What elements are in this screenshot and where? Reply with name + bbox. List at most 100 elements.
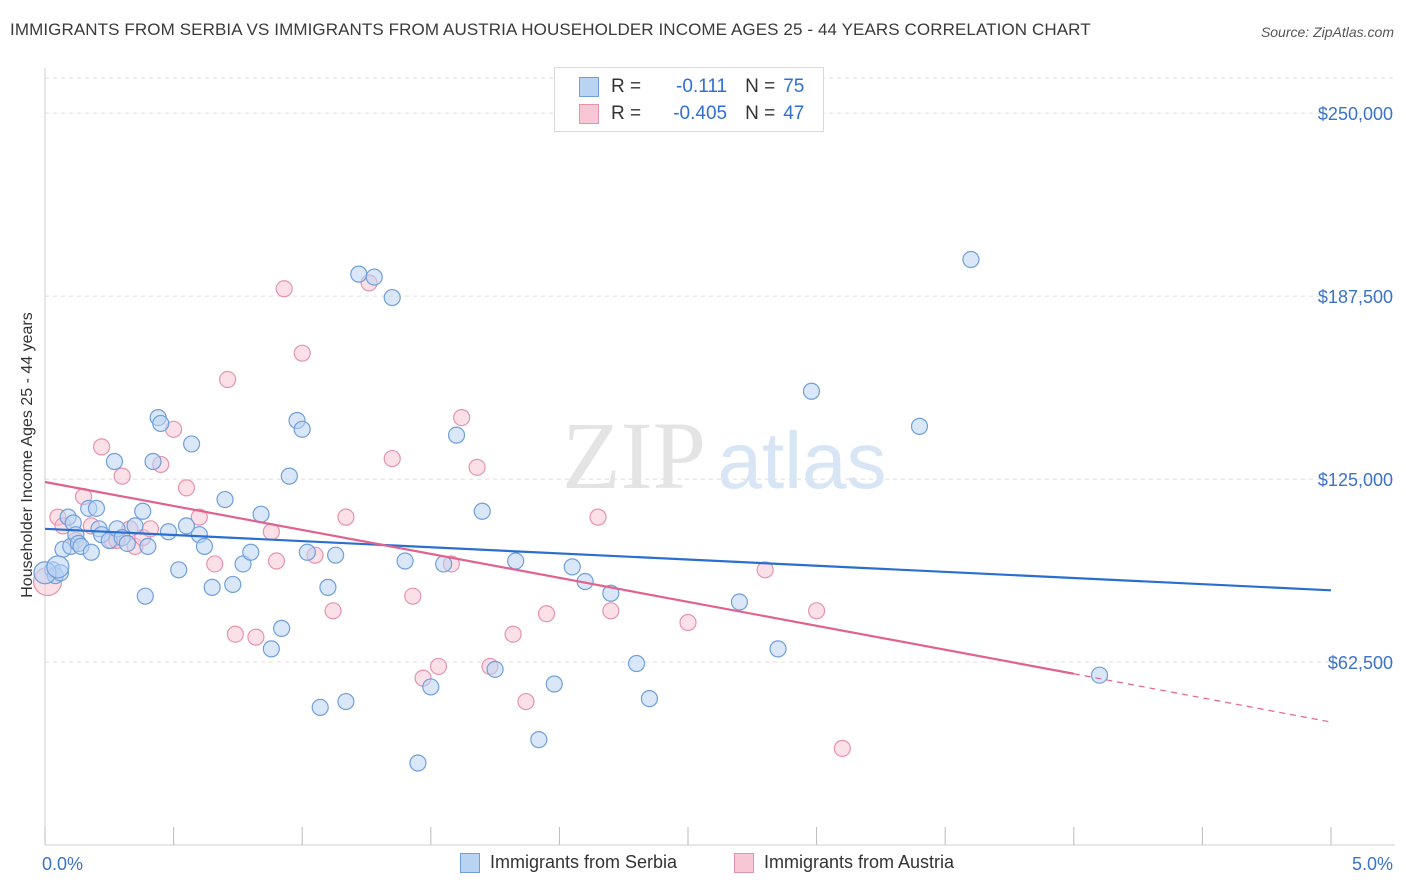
- serbia-point: [640, 690, 659, 708]
- austria-point: [247, 628, 265, 646]
- legend-swatch-serbia: [579, 77, 599, 97]
- serbia-point: [126, 517, 144, 535]
- legend-item-serbia: Immigrants from Serbia: [460, 852, 677, 873]
- serbia-point: [1090, 666, 1109, 684]
- legend-n-value: 75: [783, 76, 805, 97]
- axes: [44, 68, 1395, 846]
- serbia-point: [409, 754, 427, 772]
- serbia-point: [769, 640, 787, 658]
- serbia-point: [563, 558, 581, 576]
- austria-point: [679, 613, 697, 632]
- austria-point: [190, 508, 208, 526]
- legend-r-label: R =: [611, 103, 642, 124]
- serbia-point: [273, 619, 291, 637]
- austria-point: [177, 479, 196, 497]
- legend-n-value: 47: [783, 103, 805, 124]
- legend-swatch-serbia: [460, 852, 480, 873]
- serbia-point: [136, 587, 154, 605]
- serbia-point: [152, 414, 170, 433]
- austria-point: [453, 408, 471, 427]
- watermark-atlas: atlas: [718, 416, 887, 505]
- austria-point: [404, 587, 422, 605]
- serbia-point: [730, 593, 749, 611]
- y-tick-label: $125,000: [1318, 470, 1393, 490]
- serbia-point: [910, 417, 929, 435]
- source-label: Source: ZipAtlas.com: [1260, 24, 1394, 40]
- austria-point: [92, 438, 111, 456]
- serbia-point: [183, 435, 201, 453]
- austria-point: [468, 458, 486, 476]
- y-tick-label: $62,500: [1328, 653, 1393, 673]
- legend-swatch-austria: [734, 852, 754, 873]
- serbia-point: [545, 675, 563, 693]
- austria-point: [337, 508, 355, 526]
- legend-n-label: N =: [745, 76, 776, 97]
- watermark-zip: ZIP: [562, 402, 706, 509]
- serbia-point: [962, 250, 980, 269]
- serbia-point: [82, 543, 100, 561]
- legend-swatch-austria: [579, 104, 599, 124]
- serbia-point: [293, 420, 311, 438]
- serbia-point: [280, 467, 298, 485]
- y-tick-label: $187,500: [1318, 287, 1393, 307]
- x-tick-label: 0.0%: [42, 854, 83, 874]
- serbia-point: [139, 537, 157, 555]
- serbia-point: [87, 499, 106, 517]
- legend-n-label: N =: [745, 103, 776, 124]
- austria-point: [275, 280, 293, 298]
- austria-point: [206, 555, 224, 573]
- serbia-point: [530, 731, 548, 749]
- austria-point: [504, 625, 522, 643]
- serbia-point: [46, 555, 70, 579]
- serbia-point: [486, 660, 504, 678]
- serbia-point: [473, 502, 491, 520]
- serbia-point: [627, 654, 646, 673]
- austria-point: [429, 657, 448, 676]
- serbia-point: [203, 578, 221, 596]
- serbia-point: [144, 452, 162, 471]
- serbia-point: [224, 575, 242, 594]
- austria-point: [113, 467, 131, 485]
- tick-labels: $62,500 $125,000 $187,500 $250,000 0.0% 5.0%: [42, 104, 1393, 874]
- trend-lines: [44, 480, 1332, 723]
- serbia-point: [350, 265, 368, 283]
- serbia-point: [507, 552, 525, 570]
- correlation-legend: R = -0.111 N = 75 R = -0.405 N = 47: [554, 67, 824, 132]
- serbia-point: [327, 546, 345, 564]
- austria-point: [602, 602, 620, 620]
- austria-point: [267, 552, 286, 570]
- austria-trend-line: [44, 480, 1075, 675]
- austria-point: [219, 370, 237, 389]
- serbia-point: [159, 523, 178, 541]
- legend-item-austria: Immigrants from Austria: [734, 852, 954, 873]
- serbia-trend-line: [44, 527, 1332, 592]
- serbia-point: [311, 698, 329, 717]
- watermark: ZIP atlas: [562, 402, 886, 509]
- austria-point: [324, 602, 342, 620]
- serbia-point: [802, 382, 821, 400]
- chart-title: IMMIGRANTS FROM SERBIA VS IMMIGRANTS FRO…: [10, 20, 1091, 39]
- serbia-point: [319, 578, 337, 596]
- x-tick-label: 5.0%: [1352, 854, 1393, 874]
- serbia-point: [252, 505, 270, 523]
- legend-r-value: -0.111: [676, 76, 728, 97]
- legend-r-value: -0.405: [673, 103, 728, 124]
- serbia-point: [422, 678, 440, 696]
- serbia-point: [242, 543, 260, 561]
- serbia-point: [134, 502, 152, 520]
- austria-point: [756, 561, 774, 579]
- austria-point: [517, 692, 535, 711]
- austria-points: [32, 274, 851, 757]
- austria-point: [537, 605, 556, 623]
- serbia-point: [365, 268, 383, 286]
- serbia-point: [195, 537, 214, 555]
- serbia-point: [447, 426, 466, 444]
- serbia-point: [177, 517, 196, 535]
- legend-r-label: R =: [611, 76, 642, 97]
- serbia-point: [216, 490, 234, 509]
- austria-point: [807, 602, 826, 620]
- austria-point: [833, 739, 851, 757]
- serbia-point: [383, 288, 401, 307]
- serbia-point: [118, 534, 136, 553]
